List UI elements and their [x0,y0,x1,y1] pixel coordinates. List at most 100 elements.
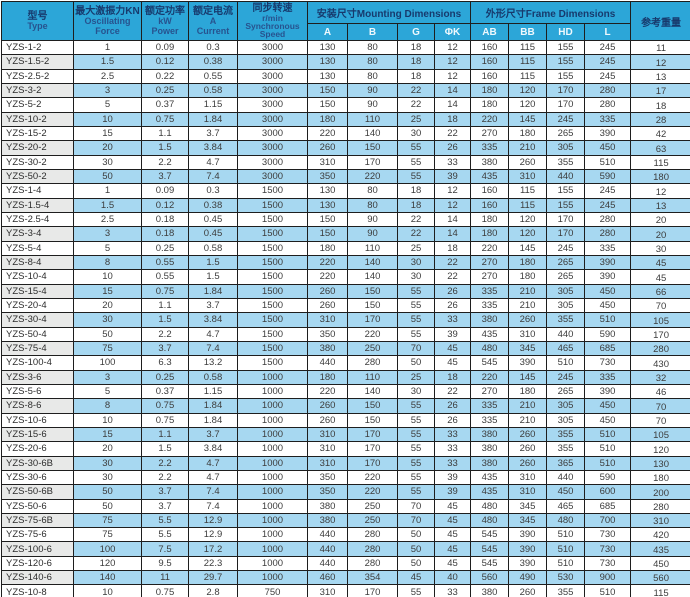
value-cell: 22 [433,254,472,271]
value-cell: 7.5 [141,541,189,557]
value-cell: 220 [347,326,398,342]
value-cell: 4.7 [188,154,238,170]
table-row: YZS-3-4 3 0.18 0.45 1500 150 90 22 14 180 120 170 28… [1,226,690,242]
value-cell: 3.7 [141,498,189,514]
value-cell: 170 [347,584,398,597]
value-cell: 900 [584,570,632,586]
value-cell: 25 [397,240,435,256]
value-cell: 1000 [237,383,308,400]
value-cell: 545 [470,355,510,371]
model-cell: YZS-15-6 [1,426,74,443]
value-cell: 22 [397,211,435,228]
value-cell: 3.84 [188,441,238,457]
value-cell: 14 [433,82,472,99]
value-cell: 250 [347,498,398,514]
value-cell: 280 [347,555,398,572]
value-cell: 0.45 [188,211,238,228]
value-cell: 3000 [237,97,308,113]
value-cell: 100 [73,541,142,557]
table-row: YZS-30-4 30 1.5 3.84 1500 310 170 55 33 380 260 355… [1,312,690,328]
weight-cell: 280 [630,498,690,514]
value-cell: 510 [584,441,632,457]
value-cell: 210 [508,398,548,414]
value-cell: 115 [508,68,548,84]
value-cell: 750 [237,584,308,597]
value-cell: 5 [73,240,142,256]
value-cell: 310 [307,441,348,457]
value-cell: 245 [584,54,632,70]
value-cell: 0.37 [141,383,189,400]
table-row: YZS-75-6 75 5.5 12.9 1000 440 280 50 45 545 390 510… [1,527,690,543]
value-cell: 3000 [237,54,308,70]
value-cell: 90 [347,226,398,242]
value-cell: 245 [584,39,632,56]
value-cell: 480 [470,498,510,514]
value-cell: 305 [546,398,586,414]
value-cell: 20 [73,297,142,314]
weight-cell: 45 [630,269,690,285]
value-cell: 160 [470,183,510,199]
value-cell: 9.5 [141,555,189,572]
value-cell: 1000 [237,412,308,428]
value-cell: 30 [73,469,142,486]
value-cell: 18 [397,68,435,84]
model-cell: YZS-100-4 [1,355,74,371]
table-row: YZS-140-6 140 11 29.7 1000 460 354 45 40 560 490 53… [1,570,690,586]
value-cell: 140 [347,383,398,400]
value-cell: 75 [73,512,142,529]
model-cell: YZS-20-4 [1,297,74,314]
value-cell: 310 [307,584,348,597]
value-cell: 7.4 [188,484,238,500]
table-row: YZS-1.5-2 1.5 0.12 0.38 3000 130 80 18 12 160 115 1… [1,54,690,70]
value-cell: 530 [546,570,586,586]
value-cell: 140 [347,254,398,271]
value-cell: 14 [433,97,472,113]
value-cell: 50 [397,527,435,543]
value-cell: 40 [433,570,472,586]
value-cell: 590 [584,469,632,486]
value-cell: 18 [433,111,472,127]
value-cell: 1000 [237,426,308,443]
table-row: YZS-1-2 1 0.09 0.3 3000 130 80 18 12 160 115 155 245… [1,39,690,56]
value-cell: 1.84 [188,283,238,299]
value-cell: 280 [584,211,632,228]
value-cell: 0.38 [188,54,238,70]
value-cell: 730 [584,527,632,543]
value-cell: 26 [433,297,472,314]
value-cell: 450 [584,412,632,428]
value-cell: 55 [397,140,435,156]
value-cell: 25 [397,111,435,127]
value-cell: 210 [508,283,548,299]
value-cell: 1500 [237,340,308,357]
value-cell: 26 [433,412,472,428]
value-cell: 45 [397,570,435,586]
value-cell: 700 [584,512,632,529]
value-cell: 210 [508,297,548,314]
value-cell: 180 [470,82,510,99]
value-cell: 18 [433,240,472,256]
value-cell: 4.7 [188,326,238,342]
table-row: YZS-8-4 8 0.55 1.5 1500 220 140 30 22 270 180 265 39… [1,254,690,271]
weight-cell: 20 [630,226,690,242]
value-cell: 380 [470,584,510,597]
model-cell: YZS-8-6 [1,398,74,414]
value-cell: 55 [397,326,435,342]
value-cell: 50 [397,541,435,557]
value-cell: 33 [433,584,472,597]
value-cell: 3000 [237,154,308,170]
value-cell: 155 [546,183,586,199]
value-cell: 5 [73,383,142,400]
value-cell: 350 [307,469,348,486]
value-cell: 12 [433,68,472,84]
weight-cell: 310 [630,512,690,529]
value-cell: 1.1 [141,426,189,443]
table-row: YZS-15-6 15 1.1 3.7 1000 310 170 55 33 380 260 355 5… [1,426,690,443]
value-cell: 260 [508,455,548,471]
value-cell: 4.7 [188,455,238,471]
value-cell: 280 [347,355,398,371]
weight-cell: 12 [630,183,690,199]
value-cell: 3.7 [141,484,189,500]
col-header-power: 额定功率 kW Power [141,1,189,41]
value-cell: 70 [397,340,435,357]
value-cell: 55 [397,168,435,185]
